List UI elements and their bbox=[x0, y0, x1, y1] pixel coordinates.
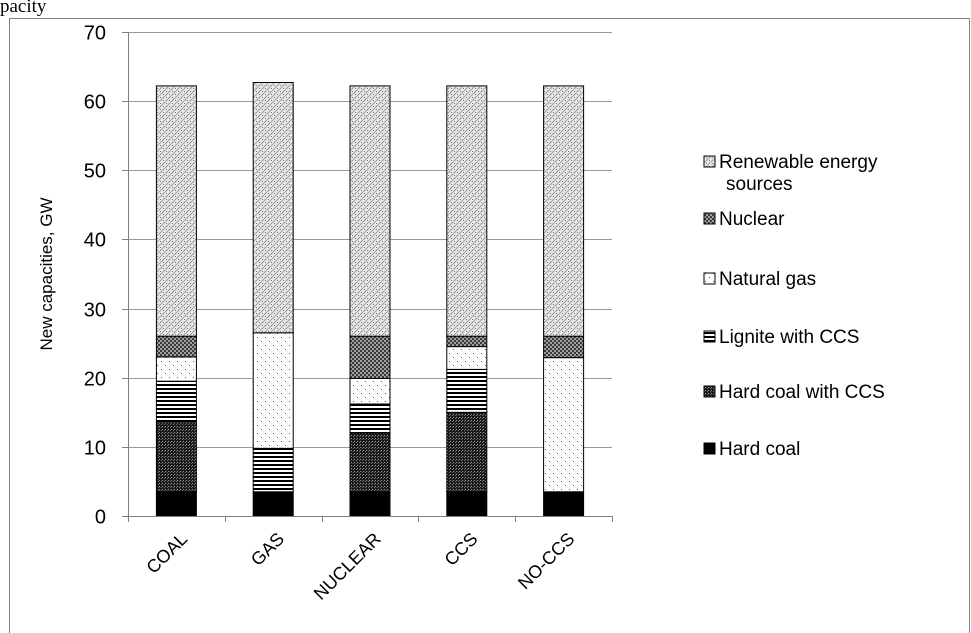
bar-segment-sparse-dots bbox=[155, 356, 197, 382]
y-tick-label: 10 bbox=[84, 438, 106, 460]
bar-segment-solid-black bbox=[155, 491, 197, 517]
legend-swatch-light-dots bbox=[703, 155, 716, 168]
y-tick-label: 70 bbox=[84, 23, 106, 45]
axes bbox=[128, 32, 613, 522]
y-tick-label: 50 bbox=[84, 161, 106, 183]
legend-swatch-sparse-dots bbox=[703, 272, 716, 285]
bar-stack-no-ccs bbox=[543, 85, 585, 517]
legend-label: Nuclear bbox=[719, 209, 785, 230]
y-tick-label: 20 bbox=[84, 369, 106, 391]
y-axis-ticks: 0 10 20 30 40 50 60 70 bbox=[84, 23, 128, 529]
bar-segment-crosshatch bbox=[543, 335, 585, 359]
bar-segment-horizontal-lines bbox=[349, 403, 391, 434]
bar-segment-horizontal-lines bbox=[155, 380, 197, 424]
bar-segment-solid-black bbox=[349, 491, 391, 517]
y-tick-label: 0 bbox=[95, 507, 106, 529]
legend-label: sources bbox=[726, 174, 793, 195]
bar-segment-light-dots bbox=[543, 85, 585, 337]
bar-segment-solid-black bbox=[543, 491, 585, 517]
bar-segment-crosshatch bbox=[349, 335, 391, 379]
y-axis-title: New capacities, GW bbox=[37, 197, 56, 350]
bar-segment-solid-black bbox=[252, 491, 294, 517]
y-tick-label: 60 bbox=[84, 92, 106, 114]
bar-segment-light-dots bbox=[446, 85, 488, 337]
bar-segment-crosshatch bbox=[446, 335, 488, 348]
bar-stack-nuclear bbox=[349, 85, 391, 517]
legend-swatch-crosshatch bbox=[703, 212, 716, 225]
stacked-bars bbox=[155, 82, 585, 517]
bar-segment-light-dots bbox=[155, 85, 197, 337]
bar-segment-dense-dots bbox=[349, 432, 391, 493]
bar-segment-light-dots bbox=[349, 85, 391, 337]
header-fragment: pacity bbox=[0, 0, 47, 17]
bar-segment-sparse-dots bbox=[349, 377, 391, 405]
legend-item: Natural gas bbox=[703, 269, 816, 290]
legend-item: Hard coal bbox=[703, 439, 800, 460]
bar-segment-crosshatch bbox=[155, 335, 197, 358]
bar-segment-light-dots bbox=[252, 82, 294, 334]
legend-item: Hard coal with CCS bbox=[703, 382, 885, 403]
bar-segment-horizontal-lines bbox=[252, 447, 294, 493]
bar-segment-solid-black bbox=[446, 491, 488, 517]
legend-item: Nuclear bbox=[703, 209, 785, 230]
chart-frame bbox=[9, 18, 970, 633]
y-tick-label: 30 bbox=[84, 300, 106, 322]
legend-label: Hard coal bbox=[719, 439, 800, 460]
bar-segment-dense-dots bbox=[155, 422, 197, 493]
bar-segment-horizontal-lines bbox=[446, 368, 488, 413]
legend-item: Lignite with CCS bbox=[703, 327, 859, 348]
legend-label: Lignite with CCS bbox=[719, 327, 859, 348]
bar-segment-sparse-dots bbox=[446, 346, 488, 370]
bar-stack-coal bbox=[155, 85, 197, 517]
y-tick-label: 40 bbox=[84, 230, 106, 252]
legend-label: Hard coal with CCS bbox=[719, 382, 885, 403]
legend-label: Renewable energy bbox=[719, 152, 878, 173]
legend-swatch-dense-dots bbox=[703, 385, 716, 398]
legend-label: Natural gas bbox=[719, 269, 816, 290]
bar-stack-gas bbox=[252, 82, 294, 517]
legend-swatch-horizontal-lines bbox=[703, 330, 716, 343]
bar-segment-sparse-dots bbox=[252, 332, 294, 449]
bar-stack-ccs bbox=[446, 85, 488, 517]
bar-segment-sparse-dots bbox=[543, 357, 585, 493]
bar-segment-dense-dots bbox=[446, 411, 488, 493]
legend-swatch-solid-black bbox=[703, 442, 716, 455]
